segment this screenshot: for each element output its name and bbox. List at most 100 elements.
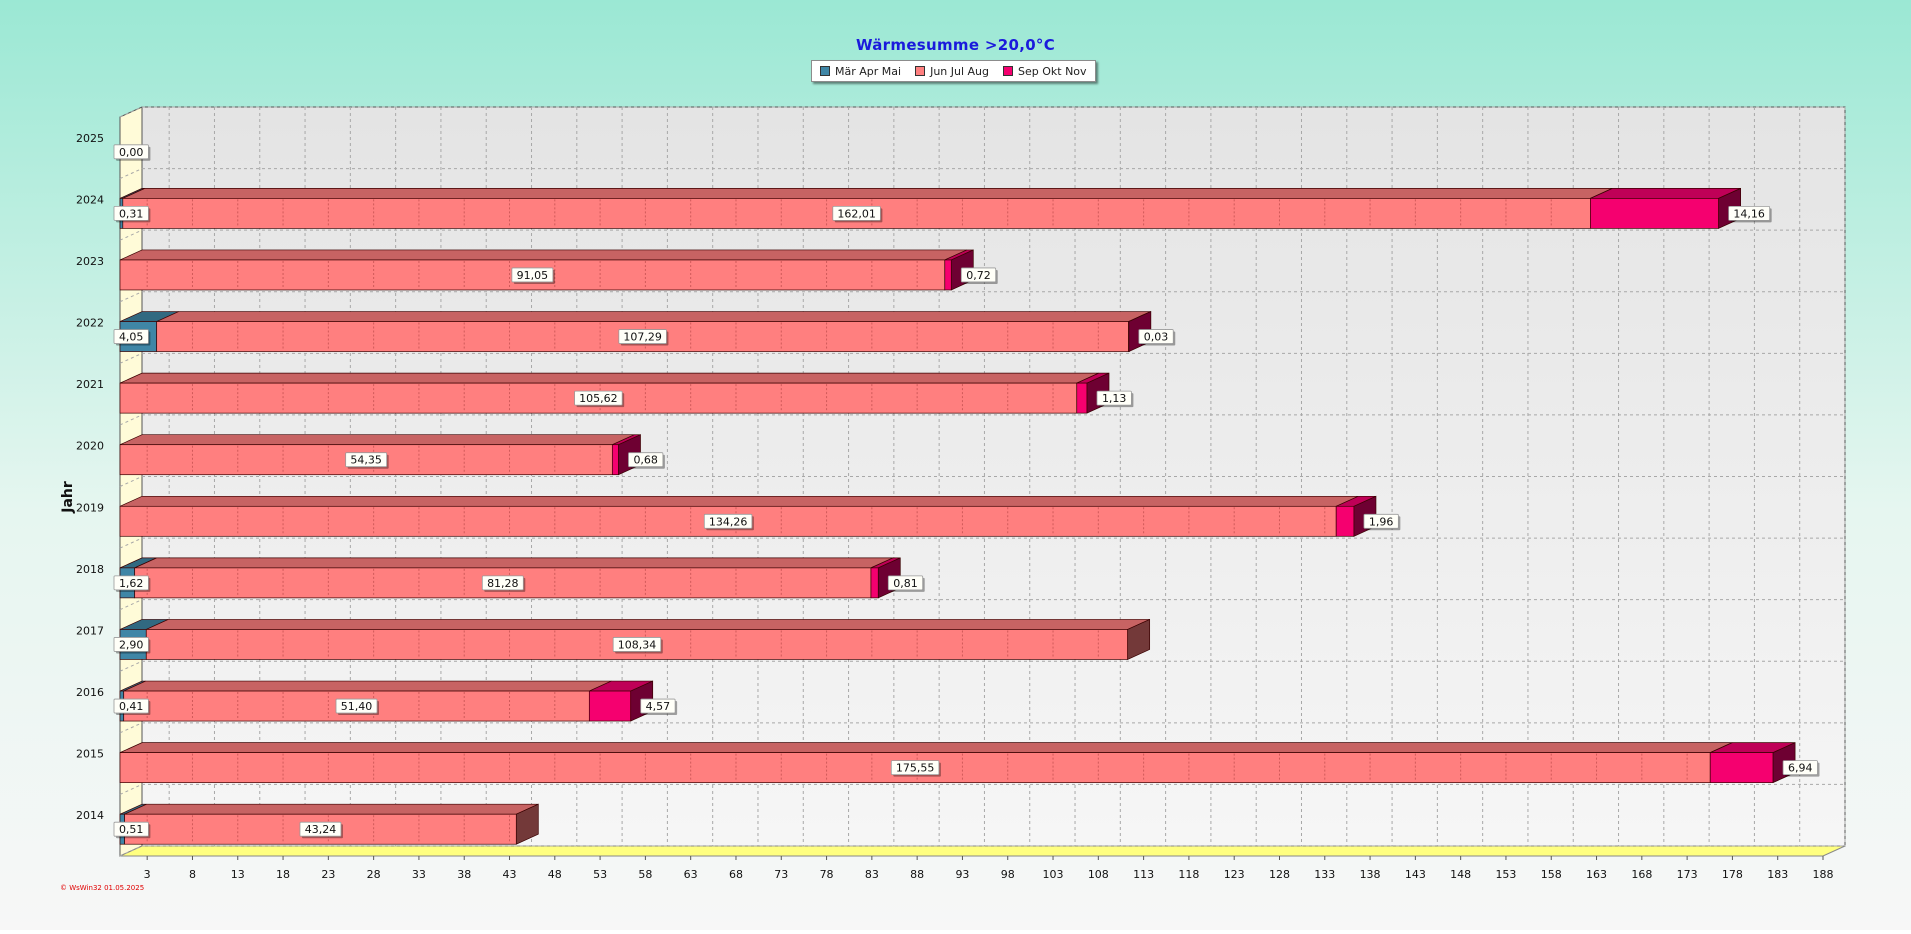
data-label-text: 4,57 (646, 700, 671, 713)
x-tick-label: 88 (910, 868, 924, 881)
chart-legend: Mär Apr Mai Jun Jul Aug Sep Okt Nov (811, 60, 1096, 82)
bar-top-face (119, 372, 1099, 384)
x-tick-label: 63 (684, 868, 698, 881)
grid-line-y-side (119, 229, 143, 241)
data-label-box (640, 698, 676, 714)
chart-title: Wärmesumme >20,0°C (855, 36, 1056, 54)
x-tick-label: 13 (231, 868, 245, 881)
data-label-box (574, 390, 623, 406)
bar-front-face (870, 567, 879, 599)
bar-top-face (134, 557, 894, 569)
x-tick-label: 153 (1495, 868, 1516, 881)
bar-top-face (119, 495, 1359, 507)
data-label-text: 134,26 (709, 515, 748, 528)
x-tick-label: 48 (548, 868, 562, 881)
chart-gridlines (119, 106, 1846, 857)
x-tick-label: 8 (189, 868, 196, 881)
data-label-text: 4,05 (119, 331, 144, 344)
y-tick-label: 2021 (76, 378, 104, 391)
data-label-text: 107,29 (623, 331, 662, 344)
data-label-2014-s1: 43,24 (299, 821, 343, 839)
data-label-text: 0,81 (893, 577, 918, 590)
data-label-box (511, 267, 554, 283)
chart-y-tick-labels: 2025 2024 2023 2022 2021 2020 2019 2018 2017 2016… (76, 132, 104, 822)
grid-line-y-side (119, 291, 143, 303)
bar-segment-2019-s2 (1335, 495, 1377, 537)
bar-segment-2024-s2 (1590, 188, 1741, 229)
data-label-2020-s2: 0,68 (628, 452, 665, 469)
data-label-text: 14,16 (1733, 207, 1765, 220)
data-label-box (481, 575, 524, 591)
data-label-text: 1,13 (1102, 392, 1127, 405)
data-label-2016-s0: 0,41 (113, 698, 151, 716)
data-label-2024-s1: 162,01 (832, 205, 883, 223)
x-tick-label: 138 (1360, 868, 1381, 881)
x-tick-label: 173 (1677, 868, 1698, 881)
data-label-box (890, 760, 940, 776)
grid-line-y-side (119, 352, 143, 364)
x-tick-label: 103 (1043, 868, 1064, 881)
data-label-text: 175,55 (896, 762, 935, 775)
x-tick-label: 98 (1001, 868, 1015, 881)
bar-side-face (1127, 618, 1151, 661)
grid-line-y-side (119, 660, 143, 672)
x-tick-label: 33 (412, 868, 426, 881)
data-label-text: 108,34 (618, 638, 657, 651)
x-tick-label: 78 (820, 868, 834, 881)
data-label-2024-s0: 0,31 (113, 205, 151, 223)
data-label-2014-s0: 0,51 (113, 821, 151, 839)
x-tick-label: 68 (729, 868, 743, 881)
x-tick-label: 28 (367, 868, 381, 881)
bar-top-face (119, 249, 967, 261)
data-label-text: 0,41 (119, 700, 144, 713)
legend-label-autumn: Sep Okt Nov (1018, 64, 1087, 78)
data-label-2025-s0: 0,00 (113, 144, 151, 161)
x-tick-label: 168 (1631, 868, 1652, 881)
data-label-box (887, 575, 924, 591)
data-label-2015-s1: 175,55 (890, 760, 941, 777)
watermark: © WsWin32 01.05.2025 (60, 884, 145, 892)
data-label-text: 91,05 (517, 269, 549, 282)
x-tick-label: 158 (1541, 868, 1562, 881)
y-tick-label: 2022 (76, 317, 104, 330)
data-label-2015-s2: 6,94 (1782, 760, 1820, 777)
x-tick-label: 93 (955, 868, 969, 881)
bar-front-face (588, 690, 632, 722)
x-tick-label: 123 (1224, 868, 1245, 881)
data-label-2018-s1: 81,28 (481, 575, 526, 592)
x-tick-label: 128 (1269, 868, 1290, 881)
data-label-box (703, 513, 753, 529)
legend-item-spring: Mär Apr Mai (820, 65, 901, 78)
x-tick-label: 133 (1314, 868, 1335, 881)
data-label-2022-s0: 4,05 (113, 329, 151, 346)
data-label-text: 1,62 (119, 577, 144, 590)
data-label-box (345, 452, 388, 468)
y-tick-label: 2025 (76, 132, 104, 145)
legend-label-summer: Jun Jul Aug (930, 64, 990, 78)
y-tick-label: 2017 (76, 624, 104, 637)
grid-line-y-side (119, 476, 143, 487)
data-label-text: 0,31 (119, 207, 144, 220)
data-label-text: 105,62 (579, 392, 618, 405)
data-label-box (612, 637, 662, 652)
data-label-text: 81,28 (487, 577, 519, 590)
x-tick-label: 183 (1767, 868, 1788, 881)
x-tick-label: 118 (1178, 868, 1199, 881)
legend-swatch-summer (915, 66, 926, 76)
bar-front-face (1590, 198, 1719, 229)
bar-front-face (1709, 752, 1774, 783)
data-label-text: 43,24 (305, 823, 337, 836)
data-label-2018-s2: 0,81 (887, 575, 925, 592)
data-label-2016-s2: 4,57 (640, 698, 678, 716)
bar-top-face (124, 803, 539, 815)
y-tick-label: 2015 (76, 748, 104, 761)
y-tick-label: 2016 (76, 686, 104, 699)
bar-top-face (119, 434, 635, 446)
data-label-text: 162,01 (837, 207, 876, 220)
bar-front-face (611, 444, 619, 476)
y-axis-label: Jahr (60, 481, 76, 514)
x-tick-label: 38 (457, 868, 471, 881)
data-label-2023-s1: 91,05 (511, 267, 555, 284)
grid-line-y-side (119, 537, 143, 549)
